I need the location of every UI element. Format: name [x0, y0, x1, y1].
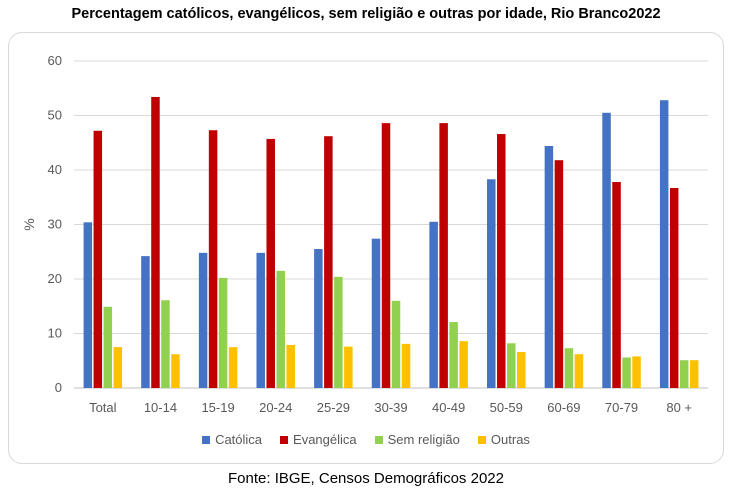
- bar-outras: [459, 341, 468, 388]
- legend-item: Outras: [477, 432, 530, 447]
- y-tick-label: 50: [48, 108, 62, 123]
- source-note: Fonte: IBGE, Censos Demográficos 2022: [228, 470, 504, 487]
- bar-católica: [487, 179, 496, 388]
- bar-sem-religião: [161, 300, 170, 388]
- bar-evangélica: [439, 123, 448, 388]
- legend-label: Evangélica: [293, 432, 357, 447]
- bar-sem-religião: [334, 276, 343, 388]
- legend-swatch: [374, 435, 383, 444]
- bar-sem-religião: [507, 343, 516, 388]
- legend-swatch: [202, 435, 211, 444]
- bar-sem-religião: [449, 322, 458, 388]
- y-tick-label: 10: [48, 326, 62, 341]
- bar-sem-religião: [218, 277, 228, 388]
- x-tick-label: 40-49: [432, 400, 465, 415]
- x-tick-label: 25-29: [317, 400, 350, 415]
- bar-evangélica: [208, 130, 218, 388]
- y-tick-label: 0: [55, 380, 62, 395]
- bar-outras: [344, 346, 353, 388]
- bar-sem-religião: [276, 270, 285, 388]
- bar-evangélica: [93, 130, 103, 388]
- y-axis-label: %: [21, 218, 37, 230]
- legend-label: Católica: [215, 432, 263, 447]
- bar-outras: [228, 347, 238, 388]
- bar-evangélica: [497, 134, 506, 388]
- bar-católica: [256, 252, 265, 388]
- bar-outras: [286, 344, 295, 388]
- x-tick-label: 60-69: [547, 400, 580, 415]
- bar-católica: [141, 256, 150, 388]
- x-tick-label: 10-14: [144, 400, 177, 415]
- bar-evangélica: [381, 123, 391, 388]
- bar-sem-religião: [622, 357, 631, 388]
- bar-outras: [574, 354, 584, 388]
- legend-item: Católica: [202, 432, 262, 447]
- x-tick-label: 30-39: [374, 400, 407, 415]
- legend-item: Evangélica: [280, 432, 357, 447]
- bar-católica: [544, 146, 554, 388]
- chart-title: Percentagem católicos, evangélicos, sem …: [71, 6, 661, 22]
- bar-outras: [632, 356, 641, 388]
- x-tick-label: 50-59: [490, 400, 523, 415]
- bar-evangélica: [612, 181, 621, 388]
- bar-católica: [83, 222, 93, 388]
- bar-católica: [429, 221, 438, 388]
- legend-label: Outras: [490, 432, 530, 447]
- legend: Católica Evangélica Sem religião Outras: [0, 432, 732, 447]
- bar-outras: [113, 347, 123, 388]
- bar-evangélica: [669, 187, 679, 388]
- bar-católica: [314, 249, 323, 388]
- bar-outras: [401, 343, 411, 388]
- bar-católica: [371, 238, 381, 388]
- bar-católica: [198, 252, 208, 388]
- bar-outras: [689, 360, 699, 388]
- y-tick-label: 60: [48, 53, 62, 68]
- x-tick-label: Total: [89, 400, 117, 415]
- bar-outras: [171, 354, 180, 388]
- bar-sem-religião: [564, 348, 574, 388]
- x-tick-label: 15-19: [201, 400, 234, 415]
- bar-sem-religião: [391, 300, 401, 388]
- bar-outras: [517, 352, 526, 388]
- bar-católica: [659, 100, 669, 389]
- x-tick-label: 70-79: [605, 400, 638, 415]
- bar-católica: [602, 112, 611, 389]
- bar-evangélica: [266, 138, 275, 388]
- legend-swatch: [280, 435, 289, 444]
- legend-label: Sem religião: [387, 432, 460, 447]
- x-tick-label: 80 +: [666, 400, 692, 415]
- legend-item: Sem religião: [374, 432, 460, 447]
- bar-evangélica: [554, 160, 564, 388]
- y-tick-label: 30: [48, 217, 62, 232]
- bar-sem-religião: [679, 360, 689, 388]
- y-tick-label: 40: [48, 162, 62, 177]
- x-tick-label: 20-24: [259, 400, 292, 415]
- legend-swatch: [477, 435, 486, 444]
- bar-evangélica: [151, 96, 160, 388]
- bar-sem-religião: [103, 306, 113, 388]
- y-tick-label: 20: [48, 271, 62, 286]
- bar-evangélica: [324, 136, 333, 388]
